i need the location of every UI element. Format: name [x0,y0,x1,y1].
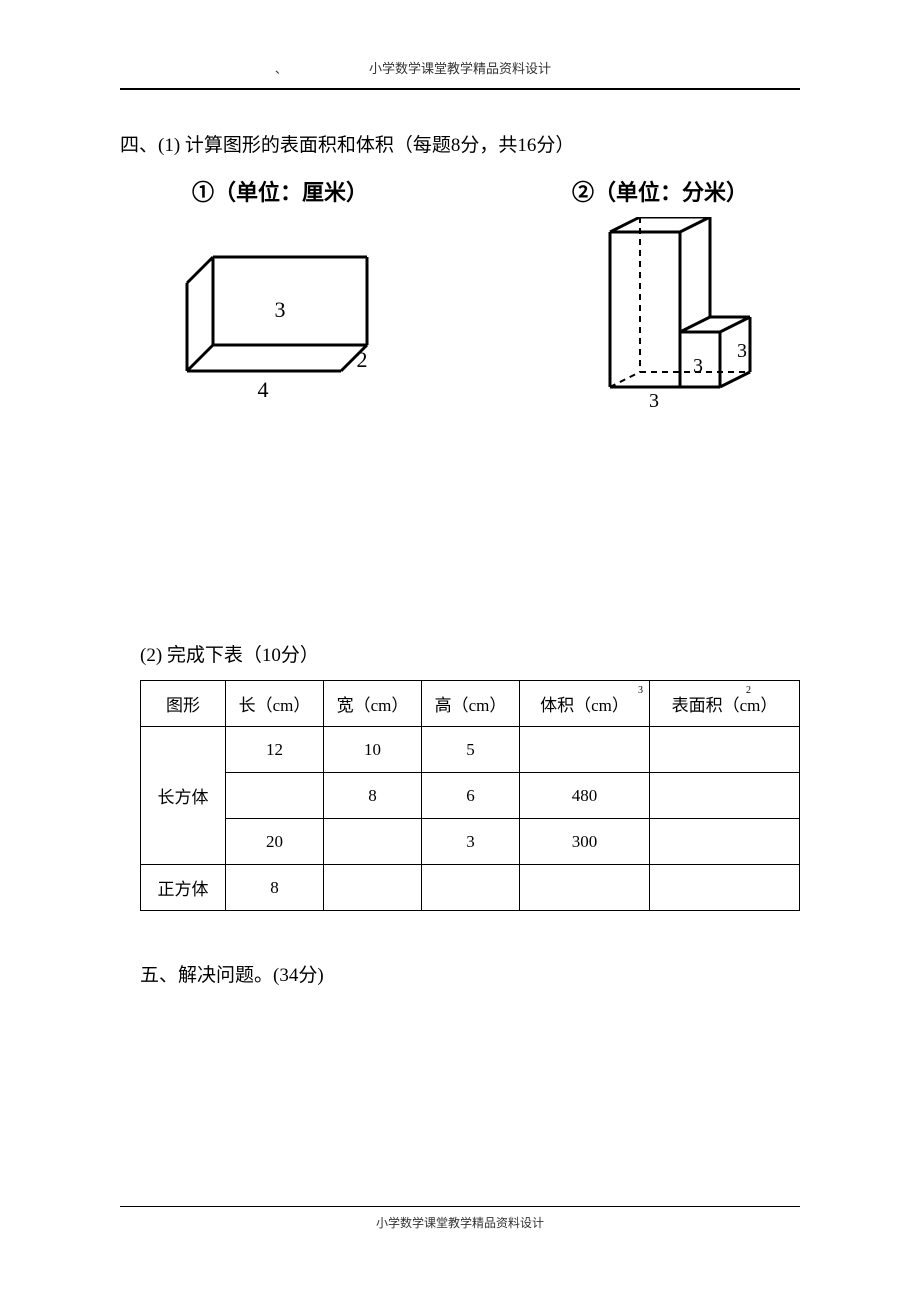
fig1-height: 3 [275,297,286,322]
cell: 12 [226,727,324,773]
shape-cuboid: 长方体 [141,727,226,865]
cell [422,865,520,911]
col-shape: 图形 [141,681,226,727]
cell: 8 [324,773,422,819]
cell [226,773,324,819]
table-row: 正方体 8 [141,865,800,911]
figure-2-title: ②（单位：分米） [530,175,790,207]
cell: 10 [324,727,422,773]
cell: 6 [422,773,520,819]
fig2-base: 3 [649,390,659,412]
cell: 8 [226,865,324,911]
composite-svg: 3 3 3 [565,217,755,417]
fig2-step-w: 3 [737,340,747,362]
cell [650,773,800,819]
table-row: 8 6 480 [141,773,800,819]
top-divider [120,88,800,90]
col-volume: 体积（cm）3 [520,681,650,727]
cell [650,819,800,865]
cell [650,865,800,911]
section4-sub2-title: (2) 完成下表（10分） [140,640,319,667]
figure-1: ①（单位：厘米） 3 2 4 [150,175,410,417]
cell [650,727,800,773]
table-row: 长方体 12 10 5 [141,727,800,773]
col-height: 高（cm） [422,681,520,727]
fig1-length: 4 [258,377,269,402]
col-width: 宽（cm） [324,681,422,727]
cell [520,727,650,773]
fig1-width: 2 [357,347,368,372]
cell [520,865,650,911]
figure-row: ①（单位：厘米） 3 2 4 ②（单位：分米） [150,175,790,417]
table-row: 20 3 300 [141,819,800,865]
cell: 5 [422,727,520,773]
figure-2: ②（单位：分米） 3 [530,175,790,417]
header-text: 小学数学课堂教学精品资料设计 [0,58,920,77]
footer-divider [120,1206,800,1207]
cell: 3 [422,819,520,865]
footer-text: 小学数学课堂教学精品资料设计 [0,1214,920,1231]
col-length: 长（cm） [226,681,324,727]
cuboid-svg: 3 2 4 [165,217,395,407]
figure-1-title: ①（单位：厘米） [150,175,410,207]
data-table: 图形 长（cm） 宽（cm） 高（cm） 体积（cm）3 表面积（cm）2 长方… [140,680,800,911]
col-area: 表面积（cm）2 [650,681,800,727]
shape-cube: 正方体 [141,865,226,911]
fig2-step-h: 3 [693,355,703,377]
cell: 20 [226,819,324,865]
cell: 300 [520,819,650,865]
cell [324,865,422,911]
section5-title: 五、解决问题。(34分) [140,960,324,987]
cell: 480 [520,773,650,819]
cell [324,819,422,865]
section4-title: 四、(1) 计算图形的表面积和体积（每题8分，共16分） [120,130,574,157]
